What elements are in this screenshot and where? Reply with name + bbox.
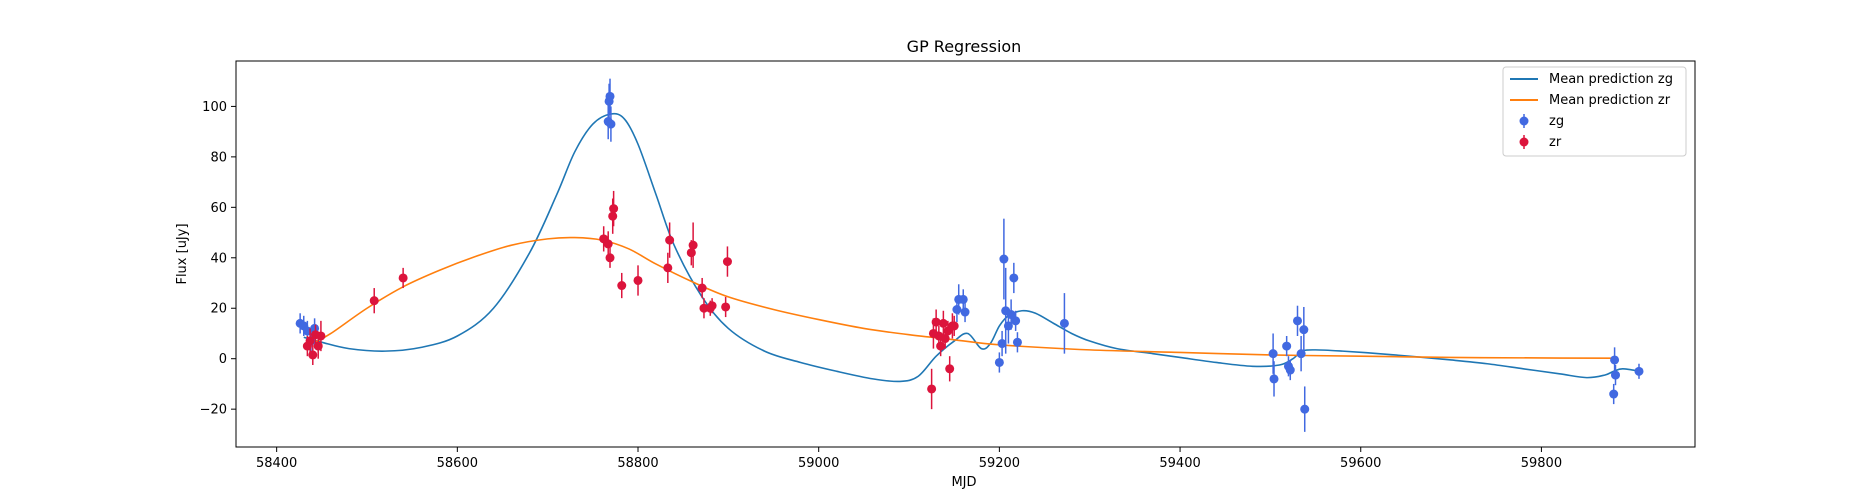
zr-data-point bbox=[949, 321, 959, 331]
zr-data-point bbox=[697, 283, 707, 293]
x-tick-label: 59200 bbox=[979, 456, 1020, 471]
zg-data-point bbox=[1006, 310, 1016, 320]
y-axis-ticks: −20 0 20 40 60 80 100 bbox=[200, 100, 236, 418]
zg-data-point bbox=[1300, 404, 1310, 414]
x-tick-label: 58600 bbox=[437, 456, 478, 471]
chart-title: GP Regression bbox=[907, 37, 1022, 56]
y-tick-label: 0 bbox=[219, 352, 227, 367]
plot-area-frame bbox=[235, 60, 1696, 448]
x-tick-label: 59400 bbox=[1159, 456, 1200, 471]
x-tick-label: 59000 bbox=[798, 456, 839, 471]
zr-data-point bbox=[305, 336, 315, 346]
zg-data-point bbox=[960, 307, 970, 317]
zg-data-point bbox=[994, 357, 1004, 367]
zg-data-point bbox=[605, 91, 615, 101]
zr-data-point bbox=[605, 253, 615, 263]
zr-data-point bbox=[721, 302, 731, 312]
y-tick-label: 80 bbox=[210, 150, 227, 165]
zr-data-point bbox=[722, 257, 732, 267]
zg-data-point bbox=[1610, 355, 1620, 365]
zr-data-point bbox=[369, 296, 379, 306]
legend-label-zg: zg bbox=[1549, 114, 1564, 129]
zg-data-point bbox=[1059, 318, 1069, 328]
legend-swatch-zr-marker bbox=[1519, 137, 1529, 147]
zg-data-point bbox=[952, 305, 962, 315]
zg-data-point bbox=[1012, 337, 1022, 347]
y-tick-label: 100 bbox=[202, 100, 227, 115]
zg-data-point bbox=[1293, 316, 1303, 326]
zr-data-point bbox=[688, 240, 698, 250]
legend-label-zg-line: Mean prediction zg bbox=[1549, 72, 1673, 87]
legend: Mean prediction zg Mean prediction zr zg… bbox=[1502, 66, 1687, 157]
y-tick-label: −20 bbox=[200, 403, 227, 418]
zr-data-point bbox=[617, 281, 627, 291]
zr-data-point bbox=[609, 204, 619, 214]
zg-data-point bbox=[606, 119, 616, 129]
zr-data-point bbox=[945, 364, 955, 374]
legend-label-zr: zr bbox=[1549, 135, 1562, 150]
zg-data-point bbox=[1609, 389, 1619, 399]
zg-data-point bbox=[1282, 341, 1292, 351]
zr-data-point bbox=[938, 318, 948, 328]
zr-data-point bbox=[927, 384, 937, 394]
zg-data-point bbox=[999, 254, 1009, 264]
y-axis-label: Flux [uJy] bbox=[175, 223, 190, 284]
zr-data-point bbox=[665, 235, 675, 245]
y-tick-label: 20 bbox=[210, 302, 227, 317]
legend-box bbox=[1502, 66, 1687, 157]
x-tick-label: 58800 bbox=[617, 456, 658, 471]
zr-data-point bbox=[936, 341, 946, 351]
zr-data-point bbox=[308, 350, 318, 360]
x-axis-ticks: 58400 58600 58800 59000 59200 59400 59600 59800 bbox=[256, 447, 1562, 471]
zr-data-point bbox=[699, 303, 709, 313]
y-tick-label: 40 bbox=[210, 251, 227, 266]
zg-data-point bbox=[1009, 273, 1019, 283]
y-tick-label: 60 bbox=[210, 201, 227, 216]
zg-data-point bbox=[958, 294, 968, 304]
zr-data-point bbox=[931, 317, 941, 327]
zr-data-point bbox=[663, 263, 673, 273]
x-tick-label: 59600 bbox=[1340, 456, 1381, 471]
x-axis-label: MJD bbox=[951, 475, 976, 490]
zr-data-point bbox=[316, 331, 326, 341]
zr-data-point bbox=[603, 239, 613, 249]
legend-swatch-zg-marker bbox=[1519, 116, 1529, 126]
x-tick-label: 59800 bbox=[1521, 456, 1562, 471]
plot-contents bbox=[295, 78, 1644, 432]
zg-data-point bbox=[1299, 325, 1309, 335]
zg-data-point bbox=[1011, 316, 1021, 326]
zr-data-point bbox=[686, 248, 696, 258]
legend-label-zr-line: Mean prediction zr bbox=[1549, 93, 1671, 108]
x-tick-label: 58400 bbox=[256, 456, 297, 471]
zr-data-point bbox=[398, 273, 408, 283]
zr-data-point bbox=[608, 211, 618, 221]
zr-data-point bbox=[633, 275, 643, 285]
zg-data-point bbox=[1634, 366, 1644, 376]
zr-data-point bbox=[707, 301, 717, 311]
zg-data-point bbox=[1268, 349, 1278, 359]
zg-data-point bbox=[997, 339, 1007, 349]
zg-data-point bbox=[1285, 365, 1295, 375]
zg-data-point bbox=[1269, 374, 1279, 384]
zg-data-point bbox=[1611, 370, 1621, 380]
